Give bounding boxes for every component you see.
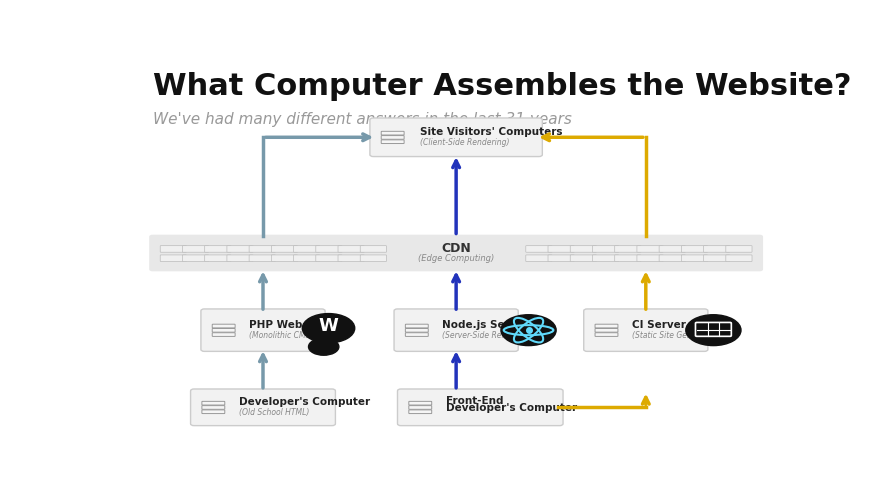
FancyBboxPatch shape [249,245,275,252]
FancyBboxPatch shape [548,255,574,262]
FancyBboxPatch shape [526,245,552,252]
Text: Developer's Computer: Developer's Computer [239,397,370,407]
FancyBboxPatch shape [593,245,619,252]
FancyBboxPatch shape [682,255,708,262]
Text: (Edge Computing): (Edge Computing) [418,254,494,263]
Text: CDN: CDN [441,242,471,255]
FancyBboxPatch shape [637,245,663,252]
FancyBboxPatch shape [570,245,596,252]
Text: (Monolithic CMS): (Monolithic CMS) [249,331,313,340]
FancyBboxPatch shape [381,140,404,143]
FancyBboxPatch shape [205,245,231,252]
FancyBboxPatch shape [659,255,685,262]
Text: Developer's Computer: Developer's Computer [446,403,577,413]
FancyBboxPatch shape [405,324,428,328]
FancyBboxPatch shape [150,234,763,272]
FancyBboxPatch shape [316,255,342,262]
FancyBboxPatch shape [637,255,663,262]
FancyBboxPatch shape [682,245,708,252]
FancyBboxPatch shape [160,255,186,262]
FancyBboxPatch shape [294,245,320,252]
FancyBboxPatch shape [182,245,208,252]
FancyBboxPatch shape [316,245,342,252]
Text: Node.js Server: Node.js Server [442,320,529,330]
FancyBboxPatch shape [271,245,297,252]
FancyBboxPatch shape [160,245,186,252]
FancyBboxPatch shape [381,136,404,139]
FancyBboxPatch shape [409,406,432,409]
Text: What Computer Assembles the Website?: What Computer Assembles the Website? [153,72,851,101]
FancyBboxPatch shape [409,401,432,405]
FancyBboxPatch shape [212,333,235,336]
FancyBboxPatch shape [294,255,320,262]
FancyBboxPatch shape [405,333,428,336]
FancyBboxPatch shape [212,329,235,332]
FancyBboxPatch shape [595,333,618,336]
Text: Site Visitors' Computers: Site Visitors' Computers [420,127,562,137]
FancyBboxPatch shape [570,255,596,262]
FancyBboxPatch shape [704,245,730,252]
FancyBboxPatch shape [201,309,325,351]
FancyBboxPatch shape [212,324,235,328]
Circle shape [309,338,339,355]
FancyBboxPatch shape [615,255,641,262]
FancyBboxPatch shape [595,329,618,332]
FancyBboxPatch shape [338,245,364,252]
FancyBboxPatch shape [271,255,297,262]
FancyBboxPatch shape [405,329,428,332]
Text: (Static Site Generation): (Static Site Generation) [632,331,722,340]
Text: (Server-Side Rendering): (Server-Side Rendering) [442,331,534,340]
FancyBboxPatch shape [202,401,225,405]
Text: CI Server: CI Server [632,320,686,330]
FancyBboxPatch shape [202,410,225,413]
FancyBboxPatch shape [205,255,231,262]
Text: W: W [319,317,338,335]
FancyBboxPatch shape [360,245,386,252]
FancyBboxPatch shape [370,118,542,157]
FancyBboxPatch shape [593,255,619,262]
FancyBboxPatch shape [584,309,708,351]
FancyBboxPatch shape [726,255,752,262]
Text: We've had many different answers in the last 31 years: We've had many different answers in the … [153,112,571,127]
FancyBboxPatch shape [659,245,685,252]
FancyBboxPatch shape [595,324,618,328]
Text: (Client-Side Rendering): (Client-Side Rendering) [420,138,510,147]
FancyBboxPatch shape [704,255,730,262]
Text: Front-End: Front-End [446,396,503,406]
FancyBboxPatch shape [360,255,386,262]
FancyBboxPatch shape [526,255,552,262]
Circle shape [303,314,355,343]
Text: (Old School HTML): (Old School HTML) [239,408,309,417]
FancyBboxPatch shape [615,245,641,252]
Circle shape [501,315,556,346]
FancyBboxPatch shape [227,255,253,262]
FancyBboxPatch shape [726,245,752,252]
FancyBboxPatch shape [338,255,364,262]
Circle shape [686,315,741,346]
Text: PHP Web Server: PHP Web Server [249,320,345,330]
FancyBboxPatch shape [548,245,574,252]
FancyBboxPatch shape [182,255,208,262]
FancyBboxPatch shape [398,389,563,426]
FancyBboxPatch shape [227,245,253,252]
FancyBboxPatch shape [190,389,336,426]
FancyBboxPatch shape [202,406,225,409]
FancyBboxPatch shape [394,309,518,351]
FancyBboxPatch shape [409,410,432,413]
FancyBboxPatch shape [381,131,404,135]
FancyBboxPatch shape [249,255,275,262]
